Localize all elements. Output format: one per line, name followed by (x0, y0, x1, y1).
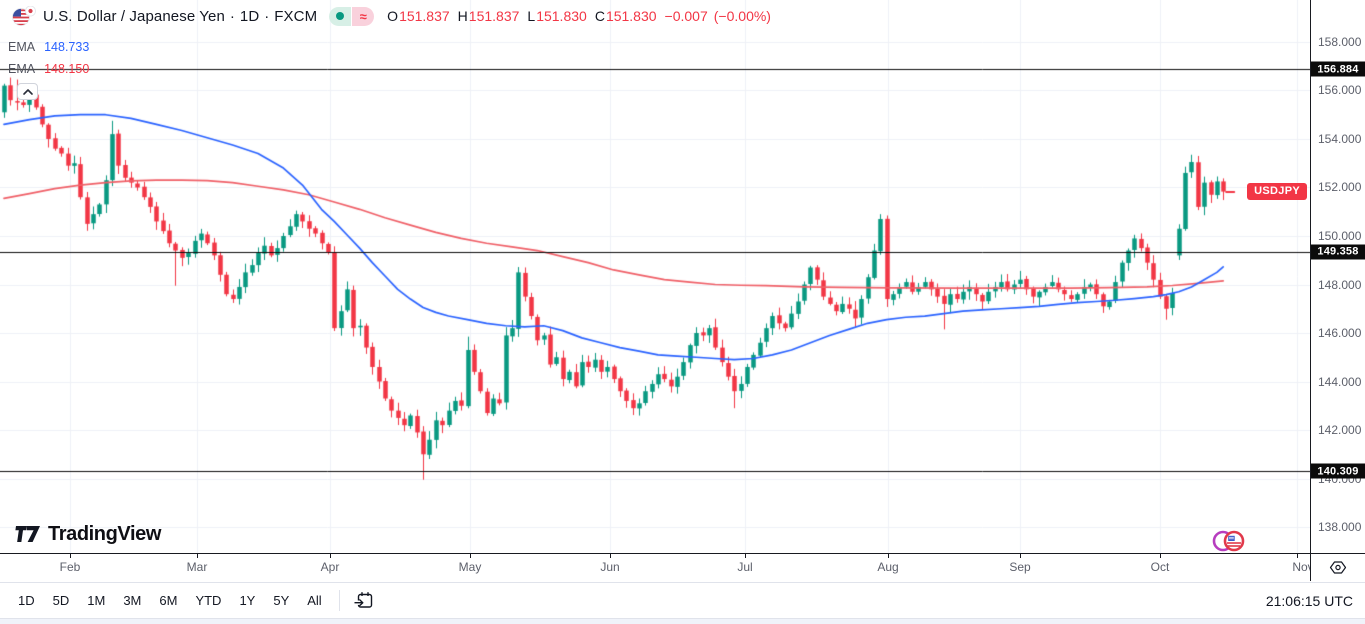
interval-button[interactable]: 1D (239, 7, 260, 25)
price-chart-canvas[interactable] (0, 0, 1310, 553)
low-value: 151.830 (536, 8, 587, 24)
high-label: H (457, 8, 468, 24)
time-tick-label: Mar (186, 560, 208, 574)
ema-label: EMA (8, 62, 36, 76)
title-separator: · (229, 7, 235, 25)
bottom-toolbar: 1D 5D 1M 3M 6M YTD 1Y 5Y All 21:06:15 UTC (0, 582, 1365, 618)
symbol-price-label: USDJPY (1247, 182, 1307, 200)
time-tick-mark (745, 554, 746, 558)
scales-visibility-eye-icon[interactable] (1329, 560, 1347, 575)
time-tick-mark (330, 554, 331, 558)
title-separator: · (264, 7, 270, 25)
range-button-1y[interactable]: 1Y (239, 593, 256, 608)
high-value: 151.837 (468, 8, 520, 24)
time-tick-mark (1297, 554, 1298, 558)
price-tick-label: 156.000 (1318, 83, 1362, 98)
time-tick-label: May (458, 560, 482, 574)
calendar-icon (354, 592, 373, 608)
time-tick-label: Jun (600, 560, 620, 574)
symbol-title[interactable]: U.S. Dollar / Japanese Yen (43, 7, 225, 25)
ema-slow-value: 148.150 (44, 62, 90, 76)
ema-label: EMA (8, 40, 36, 54)
price-tick-label: 150.000 (1318, 228, 1362, 243)
range-button-1m[interactable]: 1M (87, 593, 106, 608)
low-label: L (527, 8, 536, 24)
time-tick-mark (888, 554, 889, 558)
tradingview-logo-text: TradingView (48, 523, 162, 545)
close-value: 151.830 (605, 8, 657, 24)
legend-collapse-button[interactable] (17, 83, 38, 100)
level-price-label: 156.884 (1311, 61, 1365, 77)
timezone-clock[interactable]: 21:06:15 UTC (1265, 592, 1353, 609)
ema-fast-value: 148.733 (44, 40, 90, 54)
price-tick-label: 148.000 (1318, 277, 1362, 292)
ohlc-readout: O 151.837 H 151.837 L 151.830 C 151.830 −0.0… (387, 8, 777, 24)
price-tick-label: 138.000 (1318, 520, 1362, 535)
time-tick-mark (1020, 554, 1021, 558)
price-tick-label: 158.000 (1318, 34, 1362, 49)
price-tick-label: 154.000 (1318, 131, 1362, 146)
bottom-strip (0, 618, 1365, 624)
time-axis-border (0, 553, 1365, 554)
go-to-date-button[interactable] (349, 588, 379, 614)
chart-legend: U.S. Dollar / Japanese Yen · 1D · FXCM ≈… (8, 4, 777, 80)
market-status-pills[interactable]: ≈ (329, 6, 375, 26)
range-button-1d[interactable]: 1D (18, 593, 35, 608)
us-economic-event-icon[interactable] (1212, 528, 1248, 559)
market-open-icon[interactable] (329, 6, 352, 26)
chevron-up-icon (22, 88, 33, 95)
price-axis-border (1310, 0, 1311, 581)
exchange-label[interactable]: FXCM (274, 7, 318, 25)
time-tick-label: Jul (737, 560, 753, 574)
time-tick-label: Feb (59, 560, 81, 574)
range-button-5d[interactable]: 5D (52, 593, 70, 608)
time-tick-mark (610, 554, 611, 558)
time-axis[interactable]: Feb Mar Apr May Jun Jul Aug Sep Oct Nov (0, 554, 1310, 581)
price-tick-label: 152.000 (1318, 180, 1362, 195)
time-tick-label: Sep (1009, 560, 1031, 574)
delayed-data-icon[interactable]: ≈ (352, 6, 375, 26)
time-tick-mark (1160, 554, 1161, 558)
usdjpy-flag-icon (12, 5, 36, 26)
indicator-legend-ema-slow[interactable]: EMA 148.150 (8, 58, 777, 80)
range-button-3m[interactable]: 3M (123, 593, 142, 608)
price-axis[interactable]: 158.000 156.000 154.000 152.000 150.000 148.0… (1311, 0, 1365, 553)
time-tick-label: Apr (320, 560, 340, 574)
range-button-ytd[interactable]: YTD (195, 593, 222, 608)
toolbar-divider (338, 590, 340, 611)
price-tick-label: 144.000 (1318, 374, 1362, 389)
change-value: −0.007 (664, 8, 708, 24)
time-tick-mark (197, 554, 198, 558)
close-label: C (594, 8, 605, 24)
symbol-row: U.S. Dollar / Japanese Yen · 1D · FXCM ≈… (8, 4, 777, 28)
time-tick-mark (70, 554, 71, 558)
change-percent: (−0.00%) (713, 8, 771, 24)
indicator-legend-ema-fast[interactable]: EMA 148.733 (8, 36, 777, 58)
price-tick-label: 146.000 (1318, 326, 1362, 340)
time-tick-label: Aug (877, 560, 899, 574)
open-label: O (387, 8, 399, 24)
tradingview-logo[interactable]: TradingView (14, 523, 161, 546)
range-button-6m[interactable]: 6M (159, 593, 178, 608)
tradingview-mark-icon (15, 526, 40, 542)
range-button-all[interactable]: All (307, 593, 322, 608)
time-tick-mark (470, 554, 471, 558)
level-price-label: 140.309 (1311, 463, 1365, 479)
axis-corner (1311, 554, 1365, 581)
price-tick-label: 142.000 (1318, 423, 1362, 438)
level-price-label: 149.358 (1311, 244, 1365, 260)
range-button-5y[interactable]: 5Y (273, 593, 290, 608)
time-tick-label: Nov (1292, 560, 1310, 574)
open-value: 151.837 (399, 8, 450, 24)
time-tick-label: Oct (1150, 560, 1170, 574)
